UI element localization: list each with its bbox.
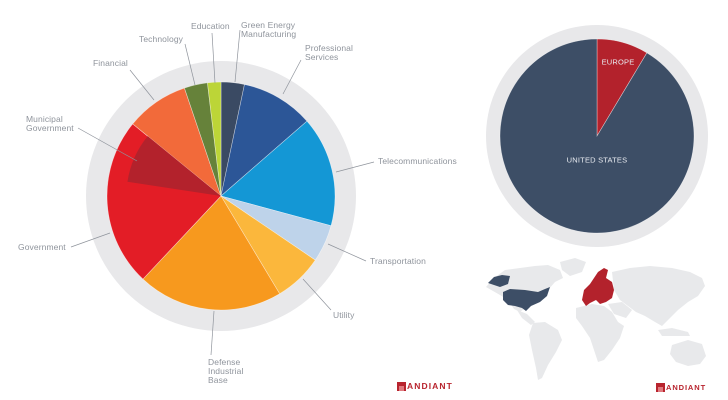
leader-line-professional [282, 59, 302, 95]
leader-line-technology [184, 43, 196, 86]
mandiant-mark-icon [397, 382, 406, 391]
mandiant-wordmark: ANDIANT [666, 383, 707, 392]
mandiant-wordmark: ANDIANT [407, 381, 453, 391]
map-australia [670, 340, 706, 366]
sector-subslice-municipal-government [127, 136, 221, 196]
leader-line-education [211, 32, 216, 84]
map-central-america [517, 310, 535, 325]
map-asia [612, 266, 705, 326]
leader-line-telecom [335, 161, 375, 173]
sector-pie-subslices [127, 136, 221, 196]
label-united-states: UNITED STATES [566, 155, 628, 165]
sector-slice-defense-industrial-base [142, 195, 281, 311]
mandiant-logo-right: ANDIANT [656, 383, 706, 392]
label-telecommunications: Telecommunications [378, 156, 457, 166]
map-indonesia [658, 328, 690, 336]
label-europe: EUROPE [601, 57, 635, 67]
label-technology: Technology [139, 34, 184, 44]
map-usa [503, 287, 550, 311]
region-slice-united-states [499, 38, 695, 234]
label-defense: Defense Industrial Base [208, 357, 244, 385]
label-transportation: Transportation [370, 256, 426, 266]
label-government: Government [18, 242, 66, 252]
leader-line-utility [302, 278, 332, 311]
label-education: Education [191, 21, 230, 31]
sector-pie-slices [106, 81, 336, 311]
map-middle-east [608, 302, 632, 318]
leader-line-financial [129, 69, 155, 101]
map-south-america [529, 322, 562, 380]
map-alaska [488, 275, 510, 287]
map-greenland [560, 258, 586, 276]
leader-lines [70, 29, 375, 356]
map-africa [576, 304, 624, 362]
leader-line-municipal [77, 127, 138, 162]
mandiant-mark-icon [656, 383, 665, 392]
sector-slice-professional-services [220, 84, 308, 197]
leader-line-green-energy [234, 29, 241, 83]
sector-slice-telecommunications [220, 120, 336, 227]
world-map [486, 258, 706, 380]
map-europe [582, 268, 614, 306]
label-financial: Financial [93, 58, 128, 68]
label-utility: Utility [333, 310, 355, 320]
leader-line-transportation [327, 243, 367, 262]
sector-slice-education [207, 81, 222, 197]
label-professional-services: Professional Services [305, 43, 353, 62]
label-green-energy: Green Energy Manufacturing [241, 20, 297, 39]
region-pie-slices [499, 38, 695, 234]
leader-line-government [70, 232, 111, 248]
leader-line-defense [210, 310, 215, 356]
mandiant-logo-center: ANDIANT [397, 382, 453, 391]
label-municipal-government: Municipal Government [26, 114, 74, 133]
